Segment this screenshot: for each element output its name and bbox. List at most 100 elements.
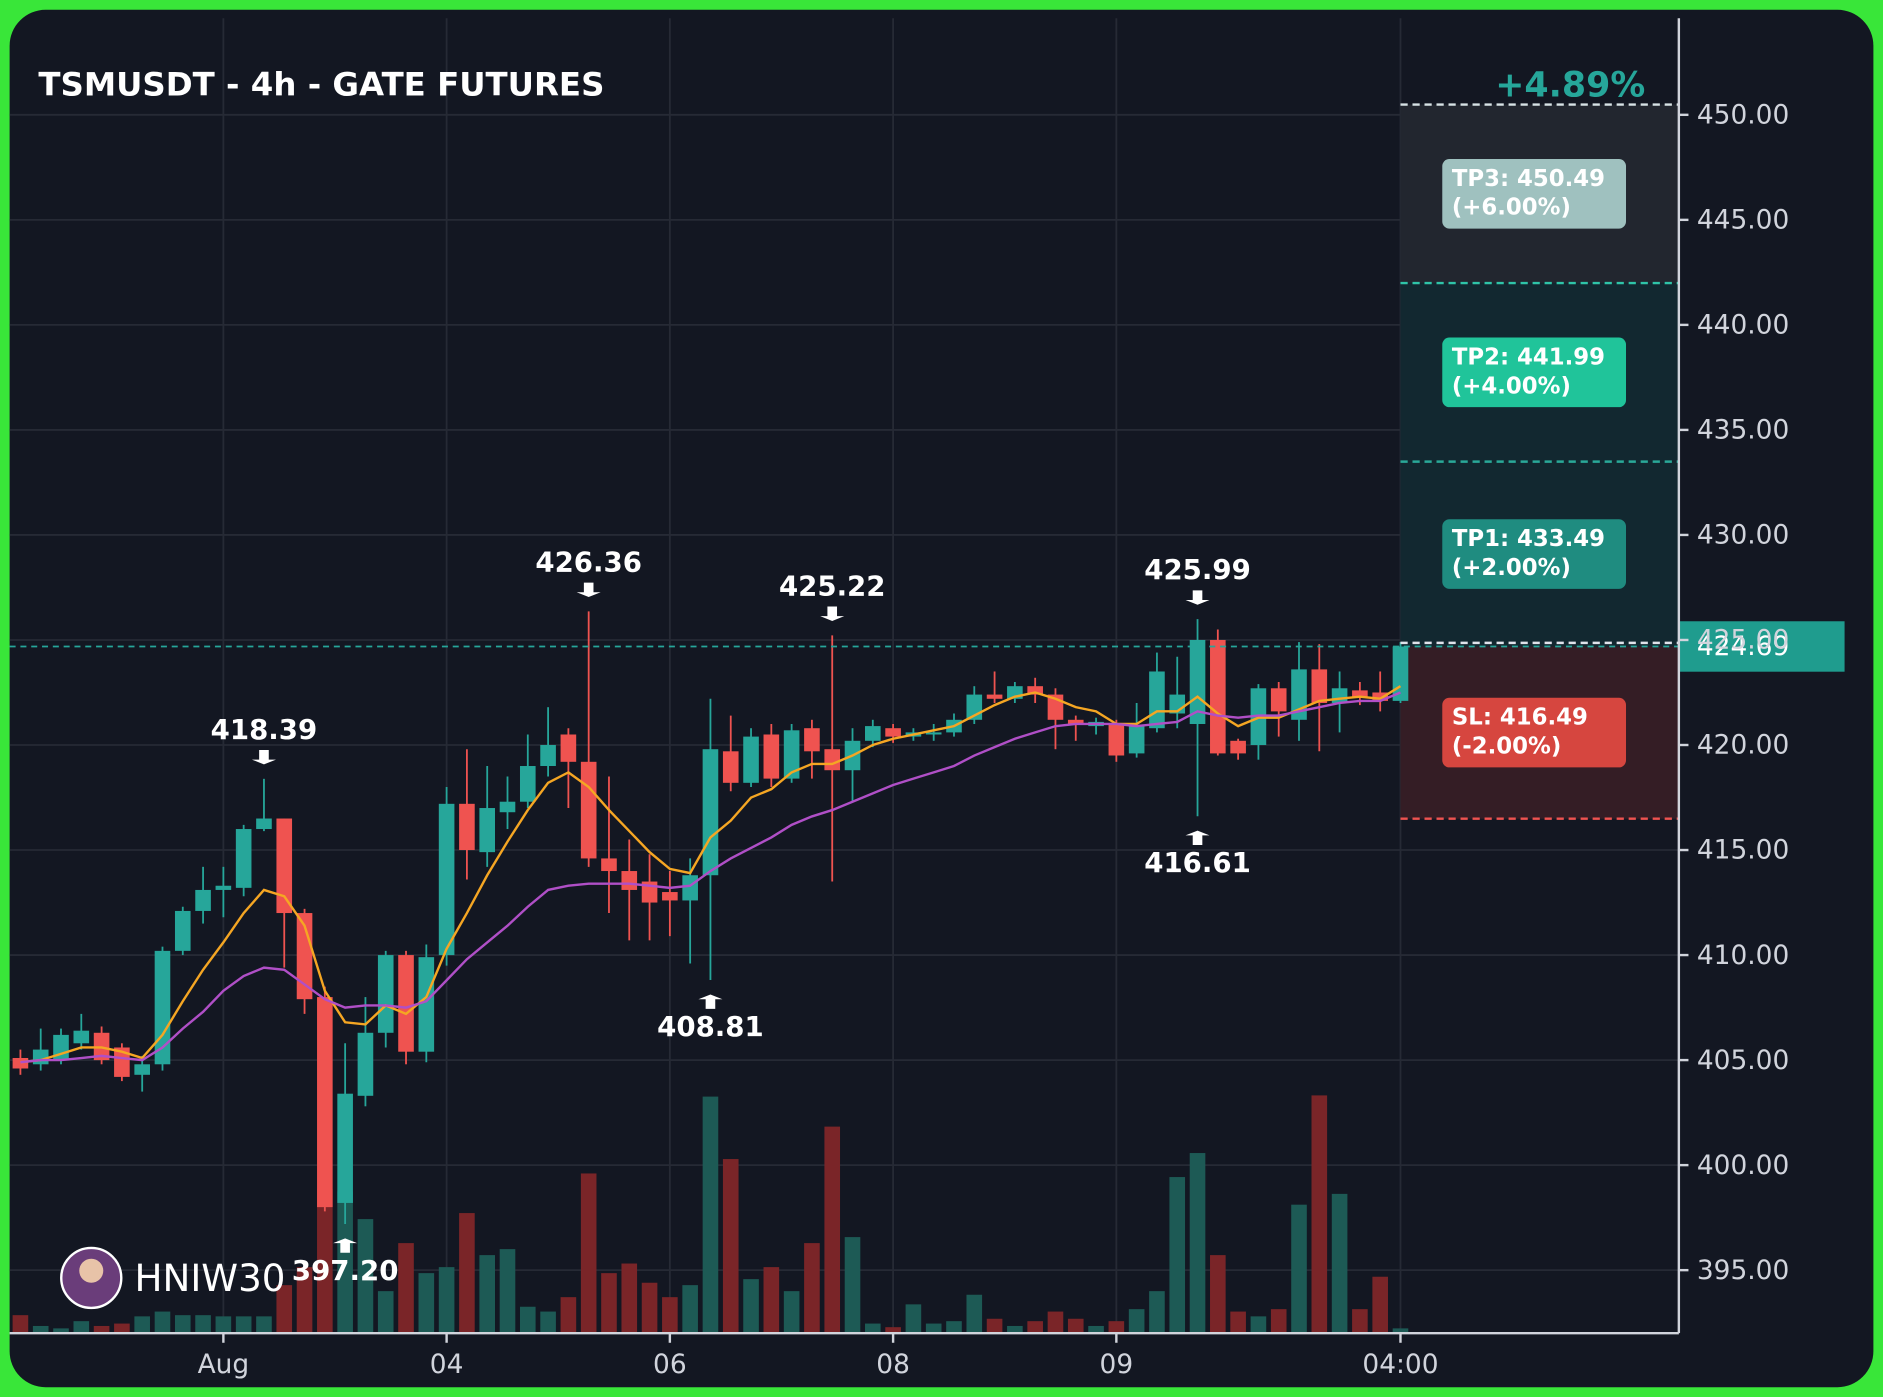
candle-body bbox=[743, 736, 759, 783]
volume-bar bbox=[865, 1323, 881, 1334]
volume-bar bbox=[418, 1273, 435, 1334]
chart-title: TSMUSDT - 4h - GATE FUTURES bbox=[38, 66, 604, 104]
volume-bar bbox=[1311, 1095, 1328, 1334]
candle-body bbox=[865, 726, 881, 741]
level-label: SL: 416.49 bbox=[1452, 705, 1588, 731]
overlay: 424.69 TP3: 450.49 (+6.00%) TP2: 441.99 (+4.… bbox=[9, 103, 1845, 1287]
volume-bar bbox=[154, 1311, 171, 1334]
marker-arrow bbox=[333, 1238, 358, 1253]
candle-body bbox=[783, 730, 800, 779]
candle-body bbox=[1149, 671, 1165, 729]
x-tick-label: 04 bbox=[430, 1349, 464, 1380]
volume-bar bbox=[763, 1267, 780, 1334]
volume-bar bbox=[215, 1316, 232, 1334]
level-percent: (+4.00%) bbox=[1452, 373, 1571, 399]
moving-average bbox=[20, 685, 1402, 1064]
volume-bar bbox=[662, 1297, 678, 1334]
volume-bar bbox=[1088, 1325, 1104, 1334]
volume-bar bbox=[1270, 1309, 1287, 1334]
volume-bar bbox=[580, 1173, 597, 1334]
marker-arrow bbox=[1185, 590, 1210, 605]
volume-bar bbox=[1067, 1318, 1084, 1334]
volume-bar bbox=[1047, 1311, 1064, 1334]
level-box bbox=[1442, 337, 1627, 408]
candle-body bbox=[621, 871, 638, 890]
volume-bar bbox=[1210, 1255, 1226, 1334]
volume-bar bbox=[986, 1318, 1003, 1334]
candle-body bbox=[134, 1064, 150, 1075]
volume-bar bbox=[195, 1315, 211, 1334]
candle-body bbox=[1311, 669, 1328, 703]
level-percent: (-2.00%) bbox=[1452, 734, 1561, 760]
x-tick-label: 09 bbox=[1100, 1349, 1134, 1380]
volume-bar bbox=[621, 1263, 638, 1334]
candle-body bbox=[1331, 688, 1348, 703]
volume-bar bbox=[1128, 1309, 1145, 1334]
candle-body bbox=[337, 1093, 353, 1203]
candle-body bbox=[560, 734, 577, 762]
price-badge bbox=[1678, 621, 1845, 672]
candle-body bbox=[398, 955, 414, 1052]
x-tick-label: 08 bbox=[876, 1349, 910, 1380]
level-percent: (+2.00%) bbox=[1452, 555, 1571, 581]
volume-bar bbox=[885, 1327, 901, 1334]
y-tick-label: 400.00 bbox=[1697, 1150, 1789, 1181]
candle-body bbox=[1270, 688, 1287, 712]
marker-arrow bbox=[820, 606, 845, 621]
candle-body bbox=[702, 749, 719, 876]
y-tick-label: 420.00 bbox=[1697, 730, 1789, 761]
volume-bar bbox=[1250, 1316, 1267, 1334]
moving-averages bbox=[20, 685, 1402, 1064]
marker-arrow bbox=[1185, 830, 1210, 846]
candle-body bbox=[114, 1047, 130, 1077]
candle-body bbox=[1230, 740, 1246, 754]
y-tick-label: 445.00 bbox=[1697, 205, 1789, 236]
candle-body bbox=[1128, 726, 1145, 754]
volume-bar bbox=[337, 1191, 353, 1334]
volume-bar bbox=[235, 1316, 252, 1334]
volume-bar bbox=[398, 1243, 414, 1334]
y-tick-label: 450.00 bbox=[1697, 100, 1789, 131]
volume-bar bbox=[682, 1285, 698, 1334]
candle-body bbox=[235, 829, 252, 888]
candle-body bbox=[519, 766, 536, 802]
volume-bar bbox=[32, 1325, 49, 1334]
volume-bar bbox=[1189, 1153, 1206, 1334]
change-label: +4.89% bbox=[1495, 66, 1645, 106]
volume-bar bbox=[844, 1237, 861, 1334]
candle-body bbox=[1108, 723, 1125, 756]
moving-average bbox=[20, 691, 1401, 1064]
volume-bar bbox=[377, 1291, 394, 1334]
candle-body bbox=[357, 1032, 374, 1096]
volume-bar bbox=[479, 1255, 496, 1334]
volume-bar bbox=[1169, 1177, 1186, 1334]
level-label: TP2: 441.99 bbox=[1452, 344, 1605, 370]
candle-body bbox=[885, 728, 901, 737]
marker-arrow bbox=[576, 582, 601, 597]
volume-bar bbox=[601, 1273, 617, 1334]
volume-bar bbox=[1291, 1204, 1307, 1334]
volume-bar bbox=[438, 1267, 455, 1334]
volume-bar bbox=[317, 1189, 333, 1334]
volume-bar bbox=[1007, 1325, 1023, 1334]
volume-bar bbox=[641, 1282, 658, 1334]
marker-label: 397.20 bbox=[292, 1254, 399, 1287]
volume-bar bbox=[1149, 1291, 1165, 1334]
candle-body bbox=[580, 761, 597, 859]
volume-bar bbox=[276, 1285, 293, 1334]
y-tick-label: 395.00 bbox=[1697, 1255, 1789, 1286]
level-box bbox=[1442, 158, 1627, 229]
volume-bar bbox=[905, 1304, 922, 1334]
volume-bar bbox=[946, 1321, 962, 1334]
volume-bar bbox=[1372, 1276, 1388, 1334]
candle-body bbox=[763, 734, 780, 779]
marker-label: 416.61 bbox=[1144, 846, 1251, 879]
volume-bar bbox=[1331, 1193, 1348, 1334]
volume-bar bbox=[1108, 1321, 1125, 1334]
candle-body bbox=[540, 745, 556, 767]
volume-bar bbox=[540, 1311, 556, 1334]
candle-body bbox=[377, 955, 394, 1033]
y-tick-label: 435.00 bbox=[1697, 415, 1789, 446]
y-tick-label: 410.00 bbox=[1697, 940, 1789, 971]
y-tick-label: 425.00 bbox=[1697, 625, 1789, 656]
